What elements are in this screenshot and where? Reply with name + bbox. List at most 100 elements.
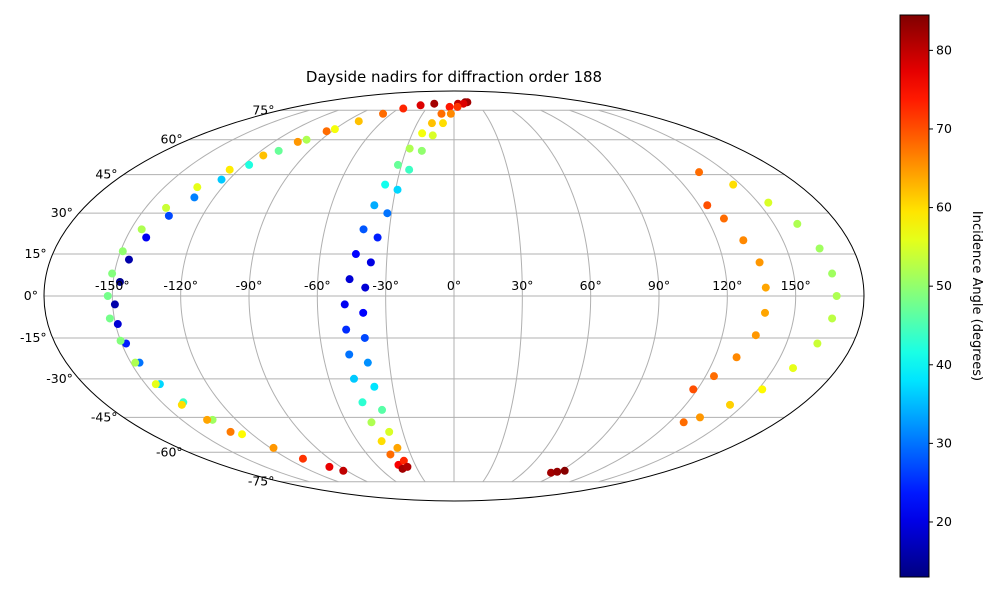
- data-point: [689, 385, 698, 394]
- longitude-tick-label: 120°: [712, 278, 742, 293]
- data-point: [437, 109, 446, 118]
- data-point: [761, 283, 770, 292]
- data-point: [298, 454, 307, 463]
- data-point: [137, 225, 146, 234]
- latitude-tick-label: 30°: [51, 205, 73, 220]
- data-point: [719, 214, 728, 223]
- data-point: [446, 109, 455, 118]
- colorbar-tick-label: 60: [936, 200, 952, 215]
- data-point: [386, 450, 395, 459]
- colorbar-tick-label: 30: [936, 435, 952, 450]
- data-point: [116, 336, 125, 345]
- data-point: [417, 146, 426, 155]
- data-point: [325, 462, 334, 471]
- data-point: [351, 250, 360, 259]
- data-point: [131, 358, 140, 367]
- colorbar-gradient: [899, 14, 930, 578]
- latitude-tick-label: 60°: [161, 132, 183, 147]
- data-point: [383, 209, 392, 218]
- data-point: [378, 405, 387, 414]
- data-point: [459, 99, 468, 108]
- data-point: [428, 131, 437, 140]
- longitude-tick-label: -150°: [95, 278, 130, 293]
- longitude-tick-label: -120°: [163, 278, 198, 293]
- data-point: [339, 466, 348, 475]
- latitude-tick-label: 15°: [25, 246, 47, 261]
- data-point: [399, 104, 408, 113]
- data-point: [349, 374, 358, 383]
- data-point: [330, 125, 339, 134]
- data-point: [813, 339, 822, 348]
- colorbar-tick-label: 70: [936, 121, 952, 136]
- longitude-tick-label: 0°: [447, 278, 461, 293]
- scatter-points: [103, 98, 841, 477]
- data-point: [142, 233, 151, 242]
- data-point: [110, 300, 119, 309]
- data-point: [832, 292, 841, 300]
- colorbar-ticks: 20 30 40 50 60 70 80: [929, 42, 952, 529]
- longitude-tick-label: 60°: [580, 278, 602, 293]
- data-point: [377, 437, 386, 446]
- data-point: [177, 400, 186, 409]
- data-point: [547, 468, 556, 477]
- data-point: [225, 165, 234, 174]
- data-point: [709, 372, 718, 381]
- data-point: [405, 165, 414, 174]
- longitude-tick-label: -90°: [236, 278, 263, 293]
- data-point: [359, 308, 368, 317]
- data-point: [453, 102, 462, 111]
- data-point: [418, 129, 427, 138]
- data-point: [366, 258, 375, 267]
- data-point: [828, 314, 837, 323]
- data-point: [108, 269, 117, 278]
- data-point: [732, 353, 741, 362]
- data-point: [385, 427, 394, 436]
- data-point: [393, 443, 402, 452]
- longitude-tick-label: 150°: [781, 278, 811, 293]
- data-point: [340, 300, 349, 309]
- data-point: [151, 380, 160, 389]
- data-point: [363, 358, 372, 367]
- data-point: [361, 283, 370, 292]
- data-point: [124, 255, 133, 264]
- data-point: [190, 193, 199, 202]
- data-point: [113, 320, 122, 329]
- longitude-tick-labels: -150° -120° -90° -60° -30° 0° 30° 60° 90° 120° 150…: [95, 278, 811, 293]
- data-point: [764, 198, 773, 207]
- data-point: [302, 135, 311, 144]
- data-point: [828, 269, 837, 278]
- data-point: [115, 277, 124, 286]
- latitude-tick-label: -45°: [91, 409, 118, 424]
- data-point: [393, 185, 402, 194]
- data-point: [354, 117, 363, 126]
- data-point: [427, 119, 436, 128]
- latitude-tick-label: 0°: [24, 288, 38, 303]
- data-point: [269, 443, 278, 452]
- longitude-tick-label: 30°: [511, 278, 533, 293]
- data-point: [103, 292, 112, 300]
- graticule-grid: [44, 109, 864, 483]
- data-point: [438, 119, 447, 128]
- data-point: [345, 275, 354, 284]
- colorbar: 20 30 40 50 60 70 80 Incidence Angle (degrees): [899, 14, 984, 578]
- data-point: [399, 456, 408, 465]
- data-point: [238, 430, 247, 439]
- data-point: [259, 151, 268, 160]
- data-point: [359, 225, 368, 234]
- data-point: [560, 466, 569, 475]
- data-point: [105, 314, 114, 323]
- data-point: [274, 146, 283, 155]
- data-point: [358, 398, 367, 407]
- data-point: [679, 418, 688, 427]
- data-point: [370, 382, 379, 391]
- latitude-tick-labels: 75° 60° 45° 30° 15° 0° -15° -30° -45° -60° -75°: [20, 102, 274, 488]
- data-point: [245, 160, 254, 169]
- data-point: [370, 201, 379, 210]
- data-point: [226, 427, 235, 436]
- data-point: [789, 364, 798, 373]
- latitude-tick-label: -15°: [20, 330, 47, 345]
- data-point: [293, 137, 302, 146]
- data-point: [405, 144, 414, 153]
- longitude-tick-label: 90°: [648, 278, 670, 293]
- data-point: [815, 244, 824, 253]
